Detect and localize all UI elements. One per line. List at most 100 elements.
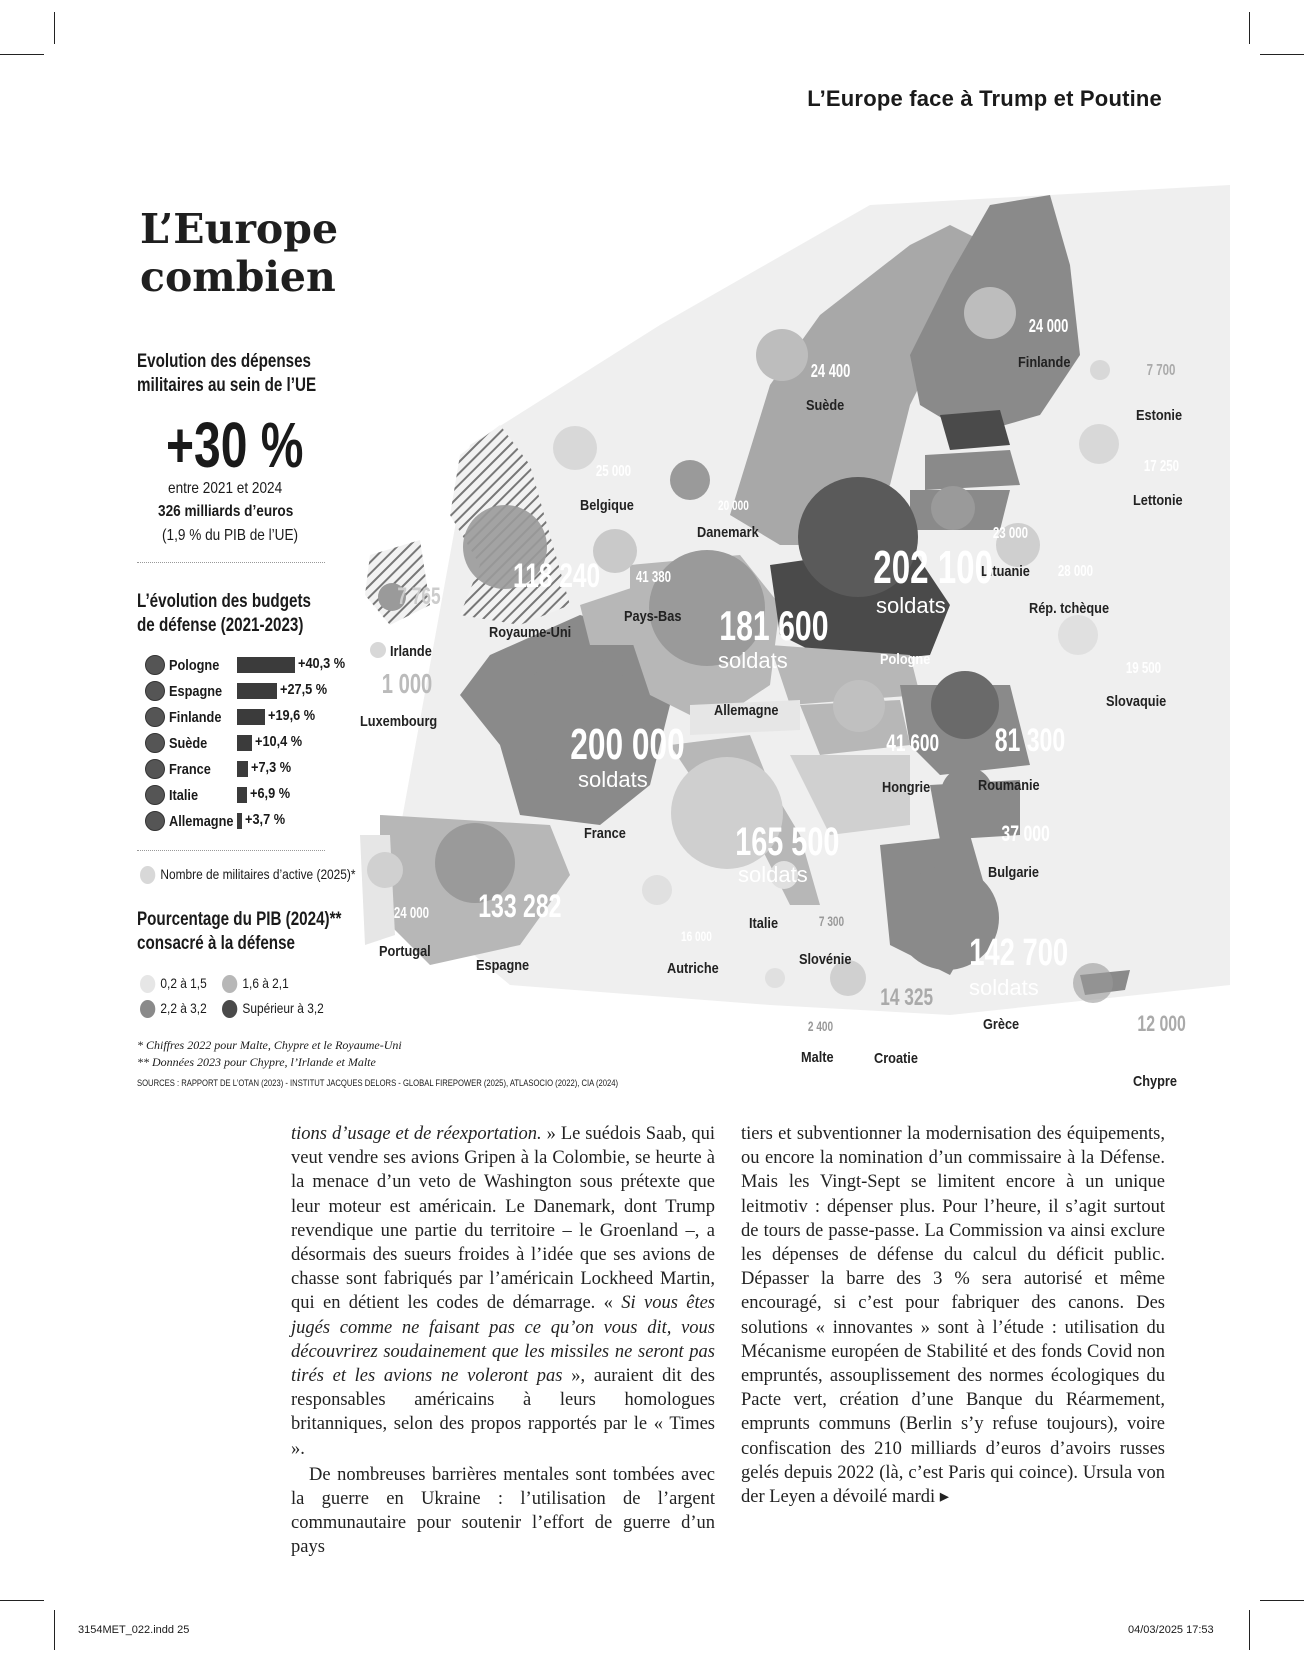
bubble-slovakia	[1058, 615, 1098, 655]
legend-active-military: Nombre de militaires d’active (2025)*	[140, 866, 356, 885]
crop-mark	[1249, 1610, 1250, 1650]
bubble-netherlands	[593, 529, 637, 573]
bubble-greece	[895, 866, 999, 970]
flag-icon	[145, 759, 165, 779]
flag-icon	[145, 811, 165, 831]
czech-slovakia-shape	[770, 645, 920, 705]
legend-gdp-class-4: Supérieur à 3,2	[222, 1000, 324, 1019]
budget-country: Italie	[169, 786, 199, 804]
bubble-france	[518, 656, 638, 776]
value-slovakia: 19 500	[1125, 660, 1162, 677]
budget-bar	[237, 813, 243, 829]
label-portugal: Portugal	[379, 943, 431, 960]
label-sweden: Suède	[806, 397, 845, 414]
bubble-uk	[463, 505, 547, 589]
bubble-spain	[435, 823, 515, 903]
budget-row: Allemagne	[145, 810, 245, 832]
budget-bar	[237, 761, 248, 777]
value-czech: 28 000	[1057, 563, 1094, 580]
value-portugal: 24 000	[393, 905, 430, 922]
soldats-italy: soldats	[738, 862, 808, 887]
section-header: L’Europe face à Trump et Poutine	[807, 86, 1162, 111]
flag-icon	[145, 785, 165, 805]
budget-row: France	[145, 758, 218, 780]
value-austria: 16 000	[680, 928, 712, 944]
value-france: 200 000	[570, 720, 685, 769]
latvia-shape	[925, 450, 1020, 490]
label-germany: Allemagne	[714, 702, 779, 719]
label-bulgaria: Bulgarie	[988, 864, 1040, 881]
budget-value: +7,3 %	[250, 759, 291, 776]
bubble-portugal	[367, 852, 403, 888]
article-paragraph: tiers et subventionner la modernisation …	[741, 1124, 1165, 1508]
bubble-croatia	[830, 960, 866, 996]
bubble-finland	[964, 287, 1016, 339]
value-netherlands: 41 380	[635, 569, 672, 586]
crop-mark	[1260, 1600, 1304, 1601]
crop-mark	[0, 54, 44, 55]
sources: SOURCES : RAPPORT DE L’OTAN (2023) - INS…	[137, 1078, 619, 1088]
flag-icon	[145, 655, 165, 675]
budget-value: +40,3 %	[298, 655, 346, 672]
value-cyprus: 12 000	[1137, 1011, 1186, 1036]
crop-mark	[1249, 12, 1250, 44]
value-lithuania: 23 000	[992, 525, 1029, 542]
budget-value: +19,6 %	[268, 707, 316, 724]
footnote-2: ** Données 2023 pour Chypre, l’Irlande e…	[137, 1055, 376, 1069]
budget-bar	[237, 683, 277, 699]
value-hungary: 41 600	[886, 730, 940, 757]
budgets-heading: L’évolution des budgets de défense (2021…	[137, 591, 311, 636]
label-luxembourg: Luxembourg	[360, 713, 438, 730]
budget-row: Espagne	[145, 680, 232, 702]
label-denmark: Danemark	[697, 524, 759, 541]
article-paragraph: De nombreuses barrières mentales sont to…	[291, 1464, 715, 1558]
budget-country: Suède	[169, 734, 208, 752]
label-uk: Royaume-Uni	[489, 624, 572, 641]
bubble-austria	[642, 875, 672, 905]
austria-shape	[690, 700, 800, 735]
label-croatia: Croatie	[874, 1050, 918, 1067]
crop-mark	[54, 1610, 55, 1650]
budget-value: +3,7 %	[245, 811, 286, 828]
value-spain: 133 282	[478, 888, 562, 924]
bubble-germany	[649, 550, 765, 666]
bubble-belgium	[553, 426, 597, 470]
budget-bar	[237, 787, 247, 803]
budget-bar	[237, 709, 266, 725]
soldats-poland: soldats	[876, 593, 946, 618]
value-germany: 181 600	[719, 602, 829, 649]
label-czech: Rép. tchèque	[1029, 600, 1110, 617]
benelux-shape	[580, 585, 640, 645]
label-estonia: Estonie	[1136, 407, 1183, 424]
crop-mark	[54, 12, 55, 44]
label-romania: Roumanie	[978, 777, 1040, 794]
footer-date: 04/03/2025 17:53	[1128, 1624, 1214, 1636]
legend-gdp-class-2: 1,6 à 2,1	[222, 975, 289, 994]
label-slovakia: Slovaquie	[1106, 693, 1167, 710]
bubble-cyprus	[1073, 963, 1113, 1003]
budget-country: Espagne	[169, 682, 223, 700]
budget-value: +27,5 %	[279, 681, 327, 698]
value-finland: 24 000	[1028, 316, 1069, 336]
bubble-ireland	[378, 583, 406, 611]
bubble-romania	[931, 671, 999, 739]
label-malta: Malte	[801, 1049, 834, 1066]
budget-value: +10,4 %	[254, 733, 303, 750]
label-greece: Grèce	[983, 1016, 1020, 1033]
value-belgium: 25 000	[595, 463, 632, 480]
sweden-shape	[730, 225, 990, 545]
value-poland: 202 100	[873, 541, 994, 593]
bubble-luxembourg	[370, 642, 386, 658]
spending-block: Evolution des dépenses militaires au sei…	[137, 351, 317, 396]
budget-row: Pologne	[145, 654, 228, 676]
label-ireland: Irlande	[390, 643, 432, 660]
value-malta: 2 400	[807, 1018, 834, 1034]
value-ireland: 7 765	[397, 583, 441, 610]
crop-mark	[0, 1600, 44, 1601]
divider	[137, 562, 325, 563]
label-hungary: Hongrie	[882, 779, 931, 796]
legend-gdp-class-3: 2,2 à 3,2	[140, 1000, 207, 1019]
spending-period: entre 2021 et 2024	[168, 480, 283, 497]
footer-file: 3154MET_022.indd 25	[78, 1624, 190, 1636]
bubble-italy	[671, 757, 783, 869]
